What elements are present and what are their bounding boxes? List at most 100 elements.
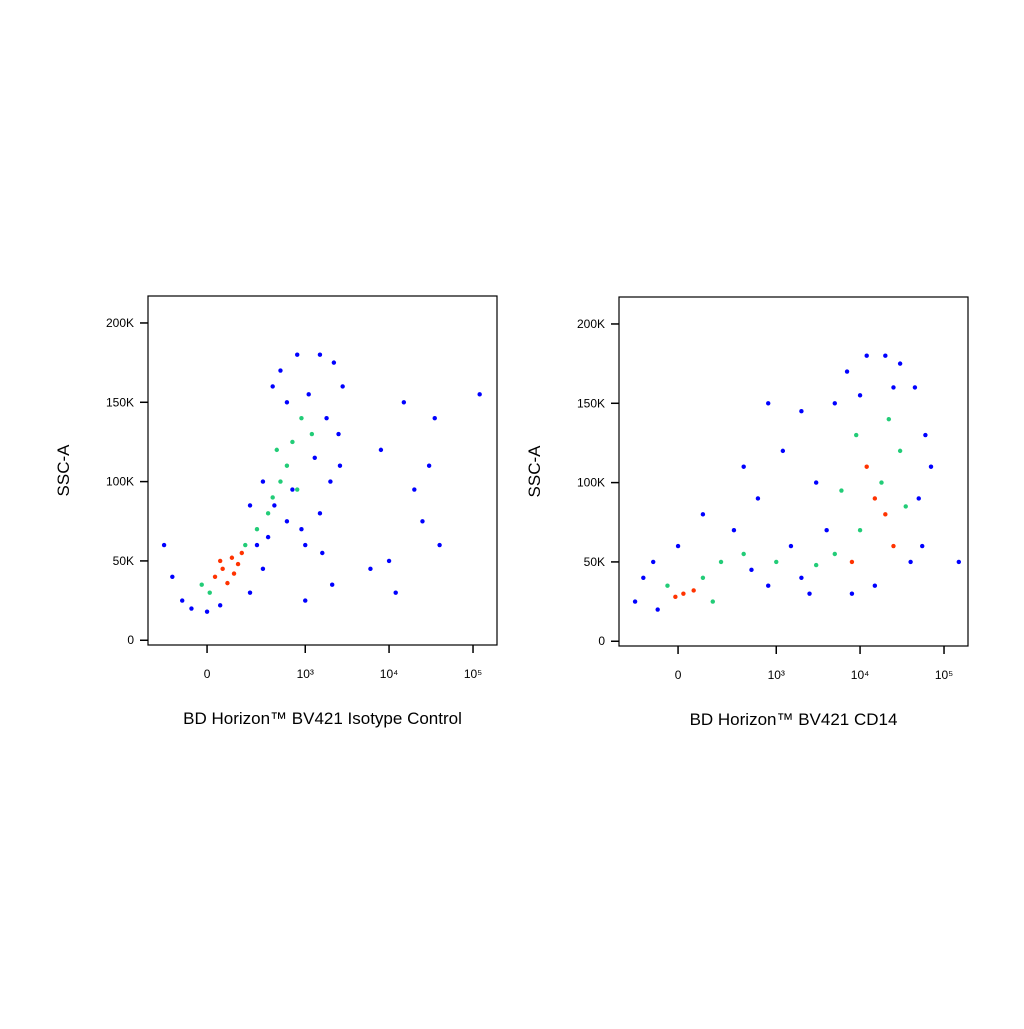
point <box>872 496 878 501</box>
point <box>378 447 384 453</box>
x-tick-label: 10³ <box>297 667 314 681</box>
x-axis-label: BD Horizon™ BV421 CD14 <box>690 710 898 729</box>
x-tick-label: 0 <box>675 668 682 682</box>
point <box>303 598 308 603</box>
point <box>883 512 888 517</box>
y-axis-label: SSC-A <box>525 445 544 498</box>
point <box>265 511 271 516</box>
point <box>368 566 373 572</box>
point <box>309 431 315 437</box>
point <box>864 464 869 469</box>
x-axis-label: BD Horizon™ BV421 Isotype Control <box>183 709 462 728</box>
point <box>824 527 829 533</box>
plot-frame <box>147 295 498 646</box>
point <box>295 352 300 357</box>
x-tick-label: 10⁴ <box>380 667 399 681</box>
point <box>864 353 869 358</box>
point <box>897 361 903 366</box>
point <box>632 599 638 604</box>
point <box>270 495 275 500</box>
point <box>788 543 794 549</box>
point <box>432 415 437 421</box>
point <box>312 455 317 461</box>
point <box>700 575 706 580</box>
point <box>180 598 185 603</box>
point <box>284 519 290 524</box>
point <box>916 496 921 501</box>
point <box>247 503 253 508</box>
point <box>207 590 212 595</box>
point <box>749 567 754 573</box>
point <box>641 575 646 580</box>
point <box>212 574 218 579</box>
point <box>336 431 341 437</box>
point <box>912 385 918 390</box>
point <box>386 558 392 564</box>
point <box>272 503 277 508</box>
point <box>655 607 660 612</box>
point <box>331 360 337 365</box>
point <box>337 463 343 468</box>
point <box>675 543 681 549</box>
point <box>741 464 746 469</box>
point <box>891 543 896 549</box>
point <box>857 393 863 398</box>
point <box>328 479 333 484</box>
point <box>254 542 260 548</box>
y-tick-label: 50K <box>113 554 134 568</box>
point <box>278 479 283 484</box>
point <box>886 416 892 422</box>
point <box>665 583 670 588</box>
point <box>217 603 223 608</box>
y-tick-label: 50K <box>584 555 605 569</box>
point <box>303 542 308 548</box>
point <box>260 566 266 572</box>
point <box>780 448 786 454</box>
point <box>284 400 290 405</box>
point <box>170 574 175 579</box>
point <box>243 542 248 548</box>
point <box>426 463 432 468</box>
point <box>295 487 300 492</box>
point <box>199 582 204 587</box>
point <box>161 542 167 548</box>
point <box>774 559 779 565</box>
point <box>260 479 266 484</box>
point <box>299 415 304 421</box>
point <box>673 594 678 600</box>
point <box>731 527 737 533</box>
point <box>401 400 407 405</box>
x-tick-label: 10⁴ <box>851 668 870 682</box>
point <box>217 558 223 564</box>
point <box>393 590 398 595</box>
point <box>235 561 241 567</box>
point <box>928 464 934 469</box>
point <box>231 571 237 576</box>
point <box>239 550 244 556</box>
point <box>284 463 290 468</box>
point <box>710 599 715 604</box>
point <box>813 562 819 568</box>
point <box>270 384 275 389</box>
point <box>329 582 335 587</box>
x-tick-label: 10⁵ <box>464 667 482 681</box>
y-tick-label: 150K <box>577 396 605 410</box>
point <box>290 439 295 445</box>
point <box>879 480 884 485</box>
point <box>741 551 746 557</box>
point <box>340 384 345 389</box>
x-tick-label: 10⁵ <box>935 668 953 682</box>
point <box>437 542 442 548</box>
point <box>799 575 804 580</box>
point <box>420 519 425 524</box>
point <box>278 368 283 373</box>
point <box>691 588 696 593</box>
point <box>813 480 819 485</box>
y-tick-label: 0 <box>598 634 605 648</box>
point <box>247 590 253 595</box>
point <box>681 591 686 596</box>
point <box>265 534 271 540</box>
y-tick-label: 100K <box>577 476 605 490</box>
point <box>229 555 235 560</box>
